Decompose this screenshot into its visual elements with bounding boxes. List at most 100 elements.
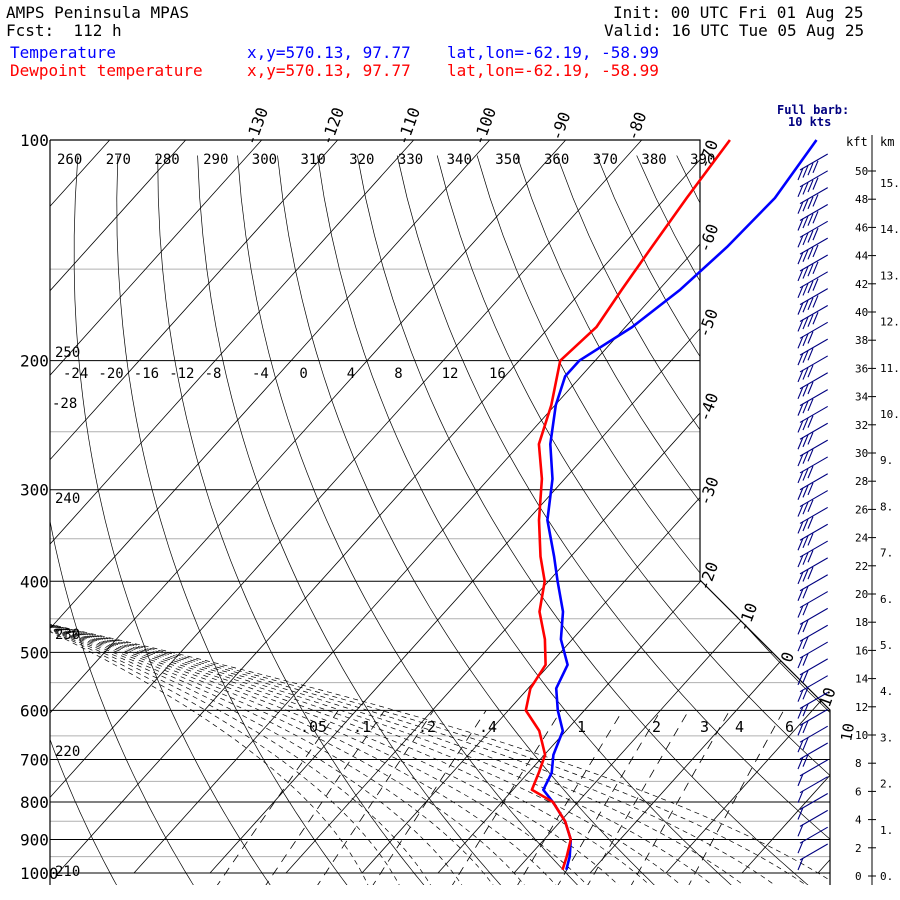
init-time: Init: 00 UTC Fri 01 Aug 25 <box>613 3 864 22</box>
pressure-tick-label: 1000 <box>20 864 59 883</box>
theta-e-label-left: -28 <box>52 396 77 412</box>
wind-barb-staff <box>799 624 828 642</box>
wind-barb-flag <box>802 283 809 296</box>
kft-label: 50 <box>855 165 868 178</box>
mixing-ratio-label: .05 <box>300 718 327 736</box>
wind-barb <box>797 321 828 349</box>
mixing-ratio-label: 10 <box>837 722 858 743</box>
wind-barb-staff <box>799 187 828 205</box>
kft-label: 26 <box>855 503 868 516</box>
wind-barb-flag <box>802 333 809 347</box>
wind-barb-flag <box>807 179 814 193</box>
height-scale: kft km50484644424038363432302826242220181… <box>846 135 900 885</box>
wind-barb-flag <box>812 177 819 190</box>
wind-barb <box>797 456 828 484</box>
km-label: 6. <box>880 593 893 606</box>
wind-barb-staff <box>799 843 828 861</box>
kft-unit-label: kft <box>846 135 868 149</box>
wind-barb-flag <box>812 261 819 274</box>
wind-barb-staff <box>799 607 828 625</box>
theta-label: 360 <box>544 152 569 168</box>
kft-label: 8 <box>855 757 862 770</box>
wind-barb-flag <box>797 689 804 702</box>
wind-barb-flag <box>812 312 819 325</box>
wind-barb-staff <box>799 304 828 322</box>
dry-adiabat <box>676 155 830 885</box>
theta-label: 290 <box>203 152 228 168</box>
dry-adiabat <box>516 155 830 885</box>
wind-barb <box>797 557 828 585</box>
wind-barb-flag <box>797 470 804 484</box>
theta-label: 380 <box>641 152 666 168</box>
mixing-ratio-line <box>370 710 487 885</box>
wind-barb <box>797 220 828 248</box>
dry-adiabat <box>436 155 830 885</box>
km-unit-label: km <box>880 135 894 149</box>
theta-label: 260 <box>57 152 82 168</box>
wind-barb <box>797 658 828 686</box>
wind-barb-flag <box>807 230 814 243</box>
valid-time: Valid: 16 UTC Tue 05 Aug 25 <box>604 21 865 40</box>
wind-barb-staff <box>799 153 828 171</box>
wind-barb <box>797 692 828 719</box>
isotherm-line <box>665 140 830 874</box>
wind-barb-flag <box>797 739 804 753</box>
kft-label: 42 <box>855 278 868 291</box>
moist-adiabat <box>50 352 812 885</box>
km-label: 4. <box>880 685 893 698</box>
mixing-ratio-line <box>515 710 624 885</box>
wind-legend-speed: 10 kts <box>788 115 831 129</box>
wind-barb-flag <box>812 295 819 308</box>
mixing-ratio-line <box>315 710 434 885</box>
km-label: 2. <box>880 778 893 791</box>
theta-e-label: 4 <box>347 366 355 382</box>
dry-adiabat <box>73 155 273 885</box>
wind-barb-flag <box>812 278 819 291</box>
wind-barb-flag <box>797 538 804 551</box>
wind-barb-staff <box>799 271 828 289</box>
isotherm-label: -30 <box>695 474 723 508</box>
wind-barb <box>797 506 828 534</box>
kft-label: 14 <box>855 673 869 686</box>
dewpoint-latlon: lat,lon=-62.19, -58.99 <box>447 61 659 80</box>
isotherm-label: -120 <box>317 105 348 148</box>
wind-barb-flag <box>807 465 814 479</box>
wind-barb <box>797 742 828 770</box>
wind-barb <box>797 776 828 803</box>
wind-barb-flag <box>812 194 819 207</box>
kft-label: 18 <box>855 616 868 629</box>
moist-adiabat <box>50 352 591 885</box>
wind-barb-flag <box>802 754 809 767</box>
forecast-hour: Fcst: 112 h <box>6 21 122 40</box>
wind-barb-flag <box>802 434 809 448</box>
wind-barb-flag <box>797 403 804 416</box>
wind-barb-staff <box>799 288 828 306</box>
kft-label: 24 <box>855 532 869 545</box>
wind-barb-flag <box>807 364 814 378</box>
dry-adiabat <box>356 155 813 885</box>
wind-barb-flag <box>797 588 804 601</box>
kft-label: 36 <box>855 362 868 375</box>
kft-label: 34 <box>855 391 869 404</box>
moist-adiabat <box>50 352 496 885</box>
km-label: 15. <box>880 177 900 190</box>
wind-barb-flag <box>797 453 804 467</box>
wind-barb-flag <box>802 501 809 515</box>
isotherm-label: -60 <box>695 221 723 255</box>
wind-barb-staff <box>799 793 828 810</box>
wind-barb <box>797 405 828 433</box>
wind-barb <box>797 439 828 467</box>
wind-barb-flag <box>802 737 809 751</box>
wind-barb-staff <box>799 237 828 255</box>
wind-barb-flag <box>797 167 804 181</box>
isotherm-line <box>741 140 830 874</box>
wind-barb-flag <box>802 384 809 397</box>
wind-barb-flag <box>797 639 804 652</box>
wind-barb-flag <box>802 670 809 683</box>
wind-barb-flag <box>807 499 814 512</box>
mixing-ratio-label: .1 <box>353 718 371 736</box>
isotherm-line <box>133 140 794 874</box>
isotherm-line <box>50 140 642 874</box>
mixing-ratio-label: 6 <box>785 718 794 736</box>
wind-barb-flag <box>797 487 804 500</box>
